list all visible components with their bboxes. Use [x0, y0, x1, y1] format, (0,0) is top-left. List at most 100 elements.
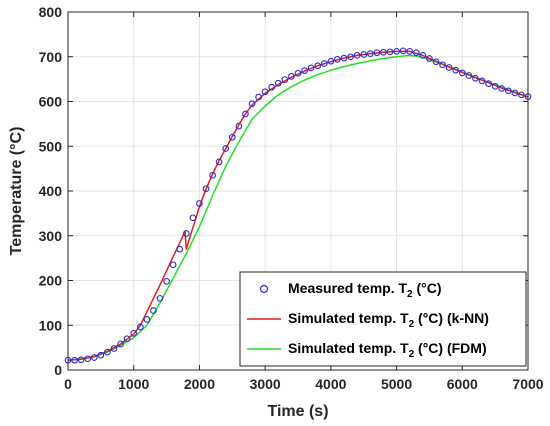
axis-ticks: 0 1000 2000 3000 4000 5000 6000 7000 0 100 200 300 4…	[39, 4, 544, 392]
x-tick-label: 0	[64, 376, 72, 392]
measured-point	[163, 278, 170, 285]
x-tick-label: 7000	[512, 376, 543, 392]
measured-point	[452, 66, 460, 74]
measured-point	[485, 80, 492, 87]
measured-point	[366, 50, 374, 57]
measured-point	[117, 340, 124, 348]
measured-point	[202, 185, 210, 193]
measured-point	[97, 351, 105, 359]
legend: Measured temp. T2 (°C) Simulated temp. T…	[239, 271, 527, 367]
measured-point	[248, 100, 256, 108]
y-tick-label: 400	[39, 183, 63, 199]
measured-point	[130, 329, 138, 337]
measured-point	[334, 56, 341, 63]
measured-point	[176, 245, 184, 253]
measured-point	[393, 48, 400, 55]
measured-point	[90, 354, 98, 361]
legend-label-rest: (°C) (FDM)	[414, 340, 486, 356]
x-tick-label: 3000	[250, 376, 281, 392]
measured-point	[373, 49, 381, 57]
measured-point	[511, 89, 519, 97]
measured-point	[169, 261, 177, 269]
measured-point	[182, 230, 190, 237]
measured-point	[399, 47, 407, 55]
measured-point	[458, 69, 466, 77]
measured-point	[426, 55, 433, 62]
y-tick-label: 600	[39, 94, 63, 110]
measured-point	[472, 74, 479, 82]
measured-point	[209, 171, 216, 179]
measured-point	[294, 69, 302, 77]
measured-point	[215, 158, 223, 166]
y-tick-label: 700	[39, 49, 63, 65]
measured-point	[136, 323, 144, 331]
measured-point	[123, 335, 131, 343]
y-tick-label: 100	[39, 317, 63, 333]
measured-point	[340, 54, 348, 62]
measured-point	[288, 73, 295, 80]
legend-marker-measured	[259, 284, 269, 294]
measured-point	[242, 110, 249, 118]
y-tick-label: 200	[39, 273, 63, 289]
measured-point	[445, 64, 453, 71]
legend-label-main: Simulated temp. T	[288, 310, 409, 326]
legend-label-subscript: 2	[409, 349, 415, 360]
measured-point	[268, 83, 276, 91]
measured-point	[465, 72, 473, 79]
legend-label-rest: (°C)	[413, 280, 442, 296]
measured-point	[189, 214, 197, 222]
measured-point	[143, 316, 151, 323]
measured-point	[314, 62, 322, 70]
measured-point	[196, 200, 203, 207]
x-tick-label: 1000	[118, 376, 149, 392]
measured-point	[150, 307, 157, 314]
measured-point	[255, 93, 262, 101]
measured-point	[104, 348, 111, 356]
measured-point	[281, 76, 289, 83]
measured-point	[327, 57, 335, 65]
measured-point	[478, 77, 486, 85]
measured-point	[71, 356, 78, 364]
legend-label-measured: Measured temp. T2 (°C)	[288, 280, 442, 300]
x-tick-label: 2000	[184, 376, 215, 392]
y-tick-label: 0	[54, 362, 62, 378]
measured-point	[274, 79, 282, 87]
measured-point	[156, 295, 164, 302]
measured-point	[412, 49, 420, 57]
x-axis-title: Time (s)	[267, 403, 328, 420]
legend-label-subscript: 2	[409, 319, 415, 330]
measured-point	[380, 48, 387, 56]
y-axis-title: Temperature (°C)	[8, 127, 25, 256]
measured-point	[110, 345, 118, 352]
x-tick-label: 4000	[315, 376, 346, 392]
measured-point	[360, 51, 368, 58]
x-tick-label: 6000	[447, 376, 478, 392]
measured-point	[498, 85, 506, 92]
measured-point	[386, 48, 394, 56]
measured-point	[419, 52, 427, 59]
legend-label-rest: (°C) (k-NN)	[414, 310, 489, 326]
y-tick-label: 500	[39, 138, 63, 154]
measured-point	[432, 58, 440, 66]
y-tick-label: 300	[39, 228, 63, 244]
measured-point	[261, 88, 269, 96]
measured-point	[307, 64, 315, 72]
measured-point	[235, 122, 243, 130]
measured-point	[347, 53, 354, 61]
measured-point	[518, 91, 525, 99]
legend-label-main: Measured temp. T	[288, 280, 407, 296]
legend-label-knn: Simulated temp. T2 (°C) (k-NN)	[288, 310, 489, 330]
measured-point	[77, 356, 85, 364]
measured-point	[320, 60, 328, 67]
legend-label-main: Simulated temp. T	[288, 340, 409, 356]
legend-label-fdm: Simulated temp. T2 (°C) (FDM)	[288, 340, 487, 360]
legend-box	[239, 271, 527, 367]
measured-point	[353, 52, 361, 59]
measured-point	[439, 61, 446, 69]
y-tick-label: 800	[39, 4, 63, 20]
x-tick-label: 5000	[381, 376, 412, 392]
measured-point	[491, 82, 499, 90]
measured-point	[222, 145, 230, 152]
legend-label-subscript: 2	[407, 289, 413, 300]
